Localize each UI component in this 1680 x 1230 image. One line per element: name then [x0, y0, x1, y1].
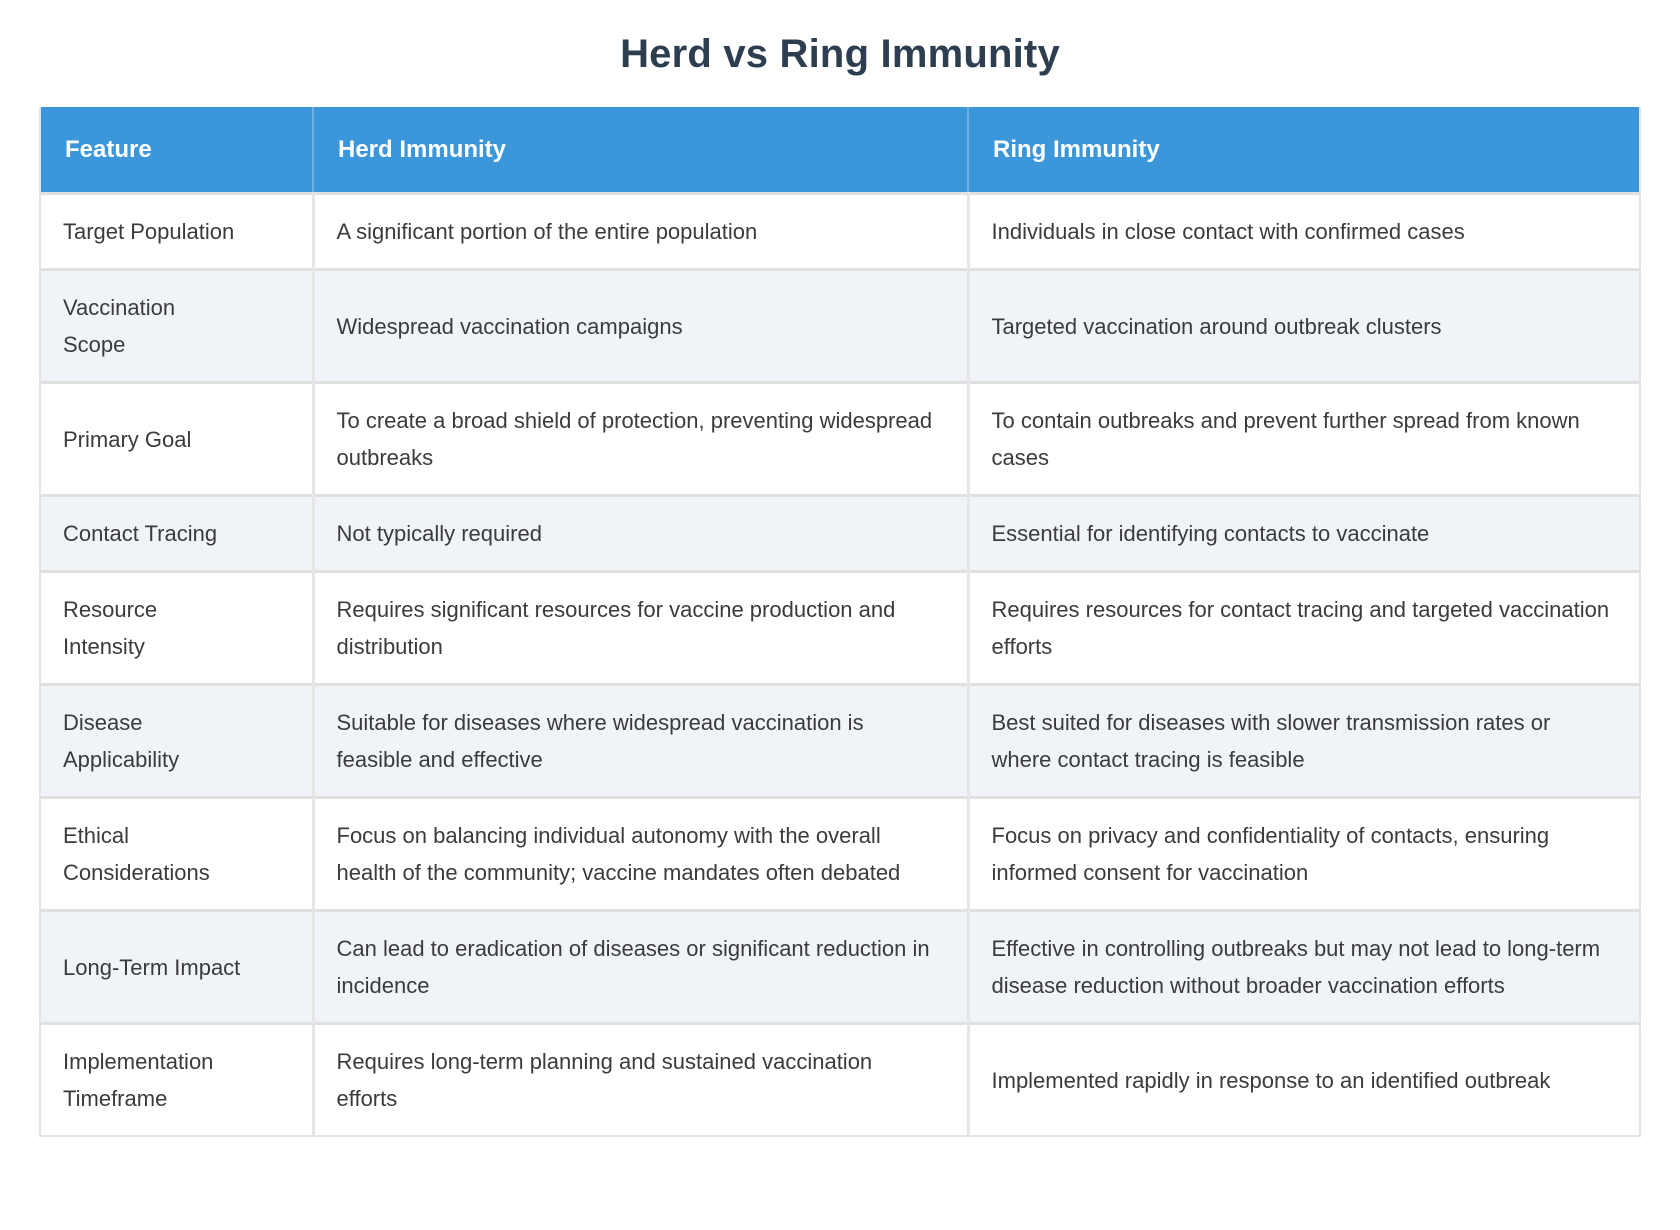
comparison-table: Feature Herd Immunity Ring Immunity Targ… — [39, 107, 1641, 1137]
ring-cell: Focus on privacy and confidentiality of … — [968, 796, 1640, 911]
page: Herd vs Ring Immunity Feature Herd Immun… — [39, 32, 1641, 1137]
feature-cell: Target Population — [40, 192, 315, 270]
herd-cell-text: To create a broad shield of protection, … — [336, 408, 933, 470]
herd-cell-text: Not typically required — [336, 521, 542, 546]
herd-cell-text: Widespread vaccination campaigns — [336, 313, 683, 339]
herd-cell-text: Can lead to eradication of diseases or s… — [336, 936, 930, 998]
feature-cell: Implementation Timeframe — [40, 1022, 315, 1136]
feature-cell-text: Contact Tracing — [63, 521, 218, 546]
table-row: Vaccination Scope Widespread vaccination … — [40, 268, 1640, 383]
feature-cell-text: Long-Term Impact — [63, 954, 241, 980]
page-title: Herd vs Ring Immunity — [620, 32, 1060, 76]
header-cell-ring-immunity: Ring Immunity — [968, 107, 1640, 194]
ring-cell: Targeted vaccination around outbreak clu… — [968, 268, 1640, 383]
ring-cell: Essential for identifying contacts to va… — [968, 494, 1640, 572]
header-row: Feature Herd Immunity Ring Immunity — [40, 107, 1640, 194]
ring-cell: Effective in controlling outbreaks but m… — [968, 909, 1640, 1024]
table-row: Ethical Considerations Focus on balancing… — [40, 796, 1640, 911]
herd-cell-text: Focus on balancing individual autonomy w… — [336, 823, 901, 885]
table-row: Implementation Timeframe Requires long-te… — [40, 1022, 1640, 1136]
herd-cell: To create a broad shield of protection, … — [313, 381, 970, 496]
herd-cell-text: A significant portion of the entire popu… — [336, 219, 758, 244]
ring-cell-text: Targeted vaccination around outbreak clu… — [991, 313, 1442, 339]
herd-cell: Focus on balancing individual autonomy w… — [313, 796, 970, 911]
feature-cell-text: Disease Applicability — [63, 710, 180, 772]
header-cell-herd-immunity: Herd Immunity — [313, 107, 969, 194]
herd-cell-text: Requires long-term planning and sustaine… — [336, 1049, 873, 1111]
herd-cell: Requires long-term planning and sustaine… — [313, 1022, 970, 1136]
ring-cell-text: Focus on privacy and confidentiality of … — [991, 823, 1550, 885]
table-row: Disease Applicability Suitable for diseas… — [40, 683, 1640, 798]
herd-cell: Requires significant resources for vacci… — [313, 570, 970, 685]
header-cell-feature: Feature — [40, 107, 314, 194]
ring-cell-text: Implemented rapidly in response to an id… — [991, 1067, 1551, 1093]
herd-cell: Not typically required — [313, 494, 970, 572]
feature-cell-text: Ethical Considerations — [63, 823, 210, 885]
ring-cell-text: Individuals in close contact with confir… — [991, 219, 1465, 244]
table-row: Primary Goal To create a broad shield of … — [40, 381, 1640, 496]
ring-cell: Best suited for diseases with slower tra… — [968, 683, 1640, 798]
feature-cell-text: Resource Intensity — [63, 597, 158, 659]
feature-cell-text: Vaccination Scope — [63, 295, 176, 357]
feature-cell: Ethical Considerations — [40, 796, 315, 911]
feature-cell-text: Implementation Timeframe — [63, 1049, 214, 1111]
ring-cell-text: Effective in controlling outbreaks but m… — [991, 936, 1601, 998]
table-row: Contact Tracing Not typically required Ess… — [40, 494, 1640, 572]
ring-cell-text: Essential for identifying contacts to va… — [991, 521, 1430, 546]
herd-cell: Can lead to eradication of diseases or s… — [313, 909, 970, 1024]
herd-cell-text: Requires significant resources for vacci… — [336, 597, 896, 659]
feature-cell-text: Target Population — [63, 219, 235, 244]
ring-cell: To contain outbreaks and prevent further… — [968, 381, 1640, 496]
feature-cell: Primary Goal — [40, 381, 315, 496]
herd-cell: Suitable for diseases where widespread v… — [313, 683, 970, 798]
feature-cell: Long-Term Impact — [40, 909, 315, 1024]
ring-cell: Individuals in close contact with confir… — [968, 192, 1640, 270]
table-body: Target Population A significant portion o… — [40, 192, 1640, 1136]
table-row: Target Population A significant portion o… — [40, 192, 1640, 270]
feature-cell: Contact Tracing — [40, 494, 315, 572]
ring-cell: Implemented rapidly in response to an id… — [968, 1022, 1640, 1136]
table-row: Long-Term Impact Can lead to eradication … — [40, 909, 1640, 1024]
ring-cell-text: Requires resources for contact tracing a… — [991, 597, 1610, 659]
feature-cell: Disease Applicability — [40, 683, 315, 798]
feature-cell: Vaccination Scope — [40, 268, 315, 383]
ring-cell-text: To contain outbreaks and prevent further… — [991, 408, 1580, 470]
table-row: Resource Intensity Requires significant r… — [40, 570, 1640, 685]
herd-cell-text: Suitable for diseases where widespread v… — [336, 710, 864, 772]
herd-cell: A significant portion of the entire popu… — [313, 192, 970, 270]
ring-cell: Requires resources for contact tracing a… — [968, 570, 1640, 685]
feature-cell-text: Primary Goal — [63, 426, 192, 452]
feature-cell: Resource Intensity — [40, 570, 315, 685]
herd-cell: Widespread vaccination campaigns — [313, 268, 970, 383]
ring-cell-text: Best suited for diseases with slower tra… — [991, 710, 1551, 772]
